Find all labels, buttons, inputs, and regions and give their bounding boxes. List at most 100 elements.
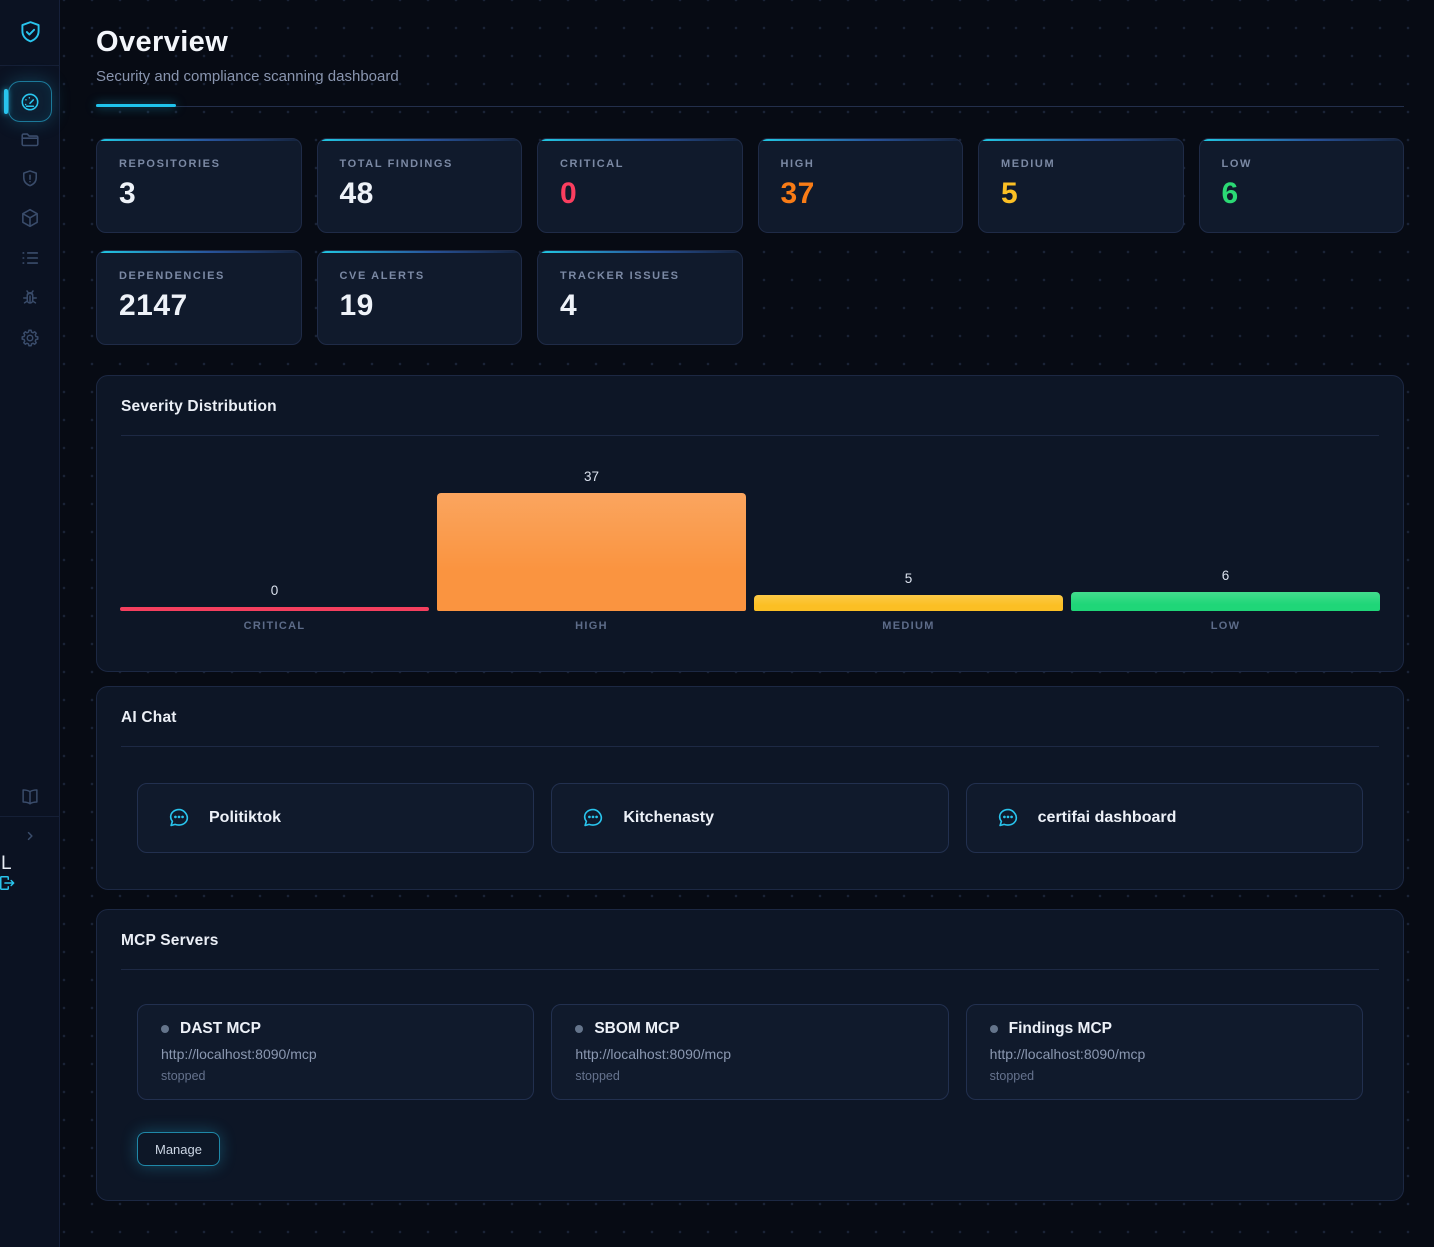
sidebar-expand-button[interactable] — [0, 827, 60, 845]
book-icon — [19, 786, 41, 808]
panel-title: AI Chat — [121, 709, 177, 726]
stat-label: TOTAL FINDINGS — [339, 158, 453, 170]
severity-distribution-panel: Severity Distribution 0 37 5 6 CRITICAL HIGH… — [96, 375, 1404, 672]
chart-bar-medium: 5 — [754, 571, 1063, 611]
chat-bubble-icon — [166, 805, 192, 831]
stat-label: CRITICAL — [560, 158, 625, 170]
chart-value-label: 6 — [1221, 568, 1230, 583]
sidebar-divider — [0, 65, 60, 66]
list-icon — [19, 247, 41, 269]
sidebar-item-list[interactable] — [0, 247, 60, 269]
gauge-icon — [19, 91, 41, 113]
bug-icon — [19, 287, 41, 309]
panel-divider — [121, 746, 1379, 747]
stats-grid: REPOSITORIES 3 TOTAL FINDINGS 48 CRITICA… — [96, 138, 1404, 345]
stat-value: 37 — [780, 177, 815, 210]
stat-card-total-findings: TOTAL FINDINGS 48 — [316, 138, 522, 233]
server-status: stopped — [161, 1069, 206, 1083]
sidebar-item-packages[interactable] — [0, 207, 60, 229]
sidebar: L — [0, 0, 60, 1247]
mcp-server-card-findings: Findings MCP http://localhost:8090/mcp s… — [965, 1004, 1363, 1100]
server-status-dot — [575, 1025, 584, 1033]
stat-card-high: HIGH 37 — [757, 138, 963, 233]
header-accent-underline — [96, 104, 176, 107]
active-nav-indicator — [4, 89, 8, 114]
chart-bar-critical: 0 — [120, 583, 429, 611]
page-subtitle: Security and compliance scanning dashboa… — [96, 68, 399, 85]
stat-card-medium: MEDIUM 5 — [978, 138, 1184, 233]
folder-icon — [19, 129, 41, 151]
chart-value-label: 5 — [904, 571, 913, 586]
stat-label: CVE ALERTS — [339, 270, 425, 282]
stat-card-dependencies: DEPENDENCIES 2147 — [96, 250, 302, 345]
stat-value: 6 — [1221, 177, 1239, 210]
stat-value: 0 — [560, 177, 578, 210]
chat-item-kitchenasty[interactable]: Kitchenasty — [551, 783, 949, 853]
chat-item-certifai-dashboard[interactable]: certifai dashboard — [965, 783, 1363, 853]
stat-card-low: LOW 6 — [1198, 138, 1404, 233]
logout-icon[interactable] — [0, 873, 17, 893]
chevron-right-icon — [21, 827, 39, 845]
stat-card-tracker-issues: TRACKER ISSUES 4 — [537, 250, 743, 345]
chart-categories: CRITICAL HIGH MEDIUM LOW — [120, 620, 1380, 632]
header-divider — [96, 106, 1404, 107]
mcp-server-list: DAST MCP http://localhost:8090/mcp stopp… — [137, 1004, 1363, 1100]
chart-category-label: MEDIUM — [882, 620, 935, 632]
chart-bar — [754, 595, 1063, 611]
chart-value-label: 0 — [270, 583, 279, 598]
mcp-server-card-dast: DAST MCP http://localhost:8090/mcp stopp… — [137, 1004, 535, 1100]
chat-item-label: Kitchenasty — [623, 809, 715, 826]
chat-item-label: Politiktok — [209, 809, 282, 826]
chart-bars: 0 37 5 6 — [120, 450, 1380, 611]
sidebar-item-bugs[interactable] — [0, 287, 60, 309]
chart-value-label: 37 — [583, 469, 600, 484]
chart-category-label: LOW — [1210, 620, 1241, 632]
stat-card-repositories: REPOSITORIES 3 — [96, 138, 302, 233]
sidebar-item-folder[interactable] — [0, 129, 60, 151]
panel-title: Severity Distribution — [121, 398, 277, 415]
server-status: stopped — [575, 1069, 620, 1083]
sidebar-divider — [0, 816, 60, 817]
chat-items: Politiktok Kitchenasty c — [137, 783, 1363, 853]
page-title: Overview — [96, 26, 229, 58]
stat-label: HIGH — [780, 158, 815, 170]
panel-title: MCP Servers — [121, 932, 219, 949]
chart-category-label: CRITICAL — [243, 620, 306, 632]
shield-check-icon — [17, 19, 44, 46]
stat-value: 4 — [560, 289, 578, 322]
chart-bar — [120, 607, 429, 611]
gear-icon — [19, 327, 41, 349]
chat-bubble-icon — [995, 805, 1021, 831]
panel-divider — [121, 435, 1379, 436]
sidebar-item-security[interactable] — [0, 168, 60, 190]
app-logo[interactable] — [0, 19, 60, 46]
main-content: Overview Security and compliance scannin… — [60, 0, 1434, 1247]
chart-bar-low: 6 — [1071, 568, 1380, 611]
chart-bar — [437, 493, 746, 611]
stat-label: LOW — [1221, 158, 1252, 170]
server-name: DAST MCP — [180, 1020, 261, 1037]
severity-chart: 0 37 5 6 CRITICAL HIGH MEDIUM LOW — [120, 450, 1380, 632]
chat-item-politiktok[interactable]: Politiktok — [137, 783, 535, 853]
user-initial-label: L — [1, 853, 12, 874]
chat-bubble-icon — [580, 805, 606, 831]
stat-value: 5 — [1001, 177, 1019, 210]
server-url: http://localhost:8090/mcp — [575, 1046, 731, 1062]
panel-divider — [121, 969, 1379, 970]
stat-value: 19 — [339, 289, 374, 322]
sidebar-item-dashboard[interactable] — [8, 81, 52, 122]
sidebar-item-settings[interactable] — [0, 327, 60, 349]
chart-category-label: HIGH — [575, 620, 608, 632]
package-icon — [19, 207, 41, 229]
stat-label: TRACKER ISSUES — [560, 270, 680, 282]
chart-bar-high: 37 — [437, 469, 746, 611]
chat-item-label: certifai dashboard — [1037, 809, 1177, 826]
stat-value: 2147 — [119, 289, 188, 322]
server-name: Findings MCP — [1008, 1020, 1112, 1037]
sidebar-item-docs[interactable] — [0, 786, 60, 808]
stat-card-critical: CRITICAL 0 — [537, 138, 743, 233]
stat-card-cve-alerts: CVE ALERTS 19 — [316, 250, 522, 345]
stat-label: MEDIUM — [1001, 158, 1056, 170]
server-status: stopped — [989, 1069, 1035, 1083]
manage-button[interactable]: Manage — [137, 1132, 220, 1166]
